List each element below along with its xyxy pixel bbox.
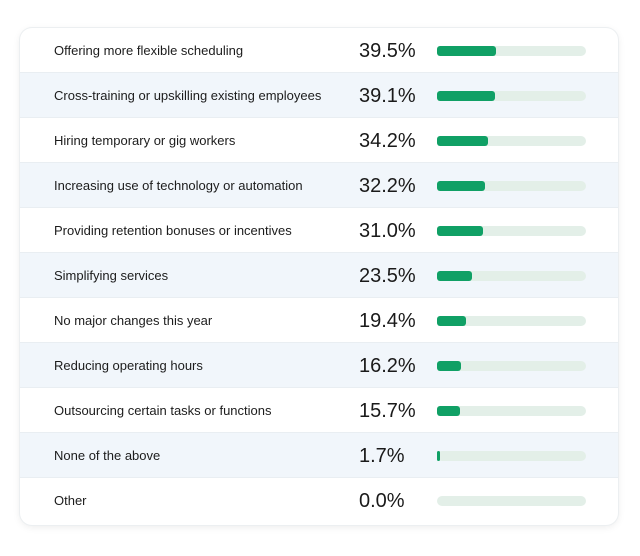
bar-fill	[437, 226, 484, 236]
bar-fill	[437, 406, 461, 416]
bar-row: Increasing use of technology or automati…	[20, 163, 618, 208]
category-label: Providing retention bonuses or incentive…	[54, 223, 292, 238]
value-label: 23.5%	[359, 265, 416, 287]
value-label: 32.2%	[359, 175, 416, 197]
value-label: 31.0%	[359, 220, 416, 242]
category-label: No major changes this year	[54, 313, 213, 328]
bar-track	[437, 406, 586, 416]
bar-row: Other 0.0%	[20, 478, 618, 523]
value-label: 1.7%	[359, 445, 405, 467]
bar-fill	[437, 271, 472, 281]
bar-fill	[437, 181, 485, 191]
bar-track	[437, 451, 586, 461]
bar-row: Outsourcing certain tasks or functions 15…	[20, 388, 618, 433]
bar-row: No major changes this year 19.4%	[20, 298, 618, 343]
bar-track	[437, 496, 586, 506]
category-label: Cross-training or upskilling existing em…	[54, 88, 322, 103]
category-label: Increasing use of technology or automati…	[54, 178, 303, 193]
bar-fill	[437, 451, 440, 461]
category-label: None of the above	[54, 448, 161, 463]
bar-track	[437, 271, 586, 281]
bar-fill	[437, 46, 496, 56]
bar-track	[437, 361, 586, 371]
results-card: Offering more flexible scheduling 39.5% Cr…	[20, 28, 618, 525]
bar-fill	[437, 91, 496, 101]
bar-track	[437, 316, 586, 326]
bar-row: Simplifying services 23.5%	[20, 253, 618, 298]
value-label: 16.2%	[359, 355, 416, 377]
category-label: Hiring temporary or gig workers	[54, 133, 236, 148]
bar-track	[437, 181, 586, 191]
category-label: Other	[54, 493, 87, 508]
bar-track	[437, 226, 586, 236]
bar-row: Hiring temporary or gig workers 34.2%	[20, 118, 618, 163]
bar-track	[437, 91, 586, 101]
bar-row: Providing retention bonuses or incentive…	[20, 208, 618, 253]
value-label: 0.0%	[359, 490, 405, 512]
value-label: 39.5%	[359, 40, 416, 62]
category-label: Reducing operating hours	[54, 358, 203, 373]
value-label: 39.1%	[359, 85, 416, 107]
value-label: 19.4%	[359, 310, 416, 332]
bar-row: Cross-training or upskilling existing em…	[20, 73, 618, 118]
category-label: Offering more flexible scheduling	[54, 43, 244, 58]
bar-track	[437, 136, 586, 146]
value-label: 15.7%	[359, 400, 416, 422]
bar-track	[437, 46, 586, 56]
bar-row: None of the above 1.7%	[20, 433, 618, 478]
category-label: Simplifying services	[54, 268, 169, 283]
value-label: 34.2%	[359, 130, 416, 152]
bar-row: Offering more flexible scheduling 39.5%	[20, 28, 618, 73]
bar-row: Reducing operating hours 16.2%	[20, 343, 618, 388]
category-label: Outsourcing certain tasks or functions	[54, 403, 272, 418]
bar-fill	[437, 361, 462, 371]
bar-fill	[437, 316, 466, 326]
bar-fill	[437, 136, 488, 146]
